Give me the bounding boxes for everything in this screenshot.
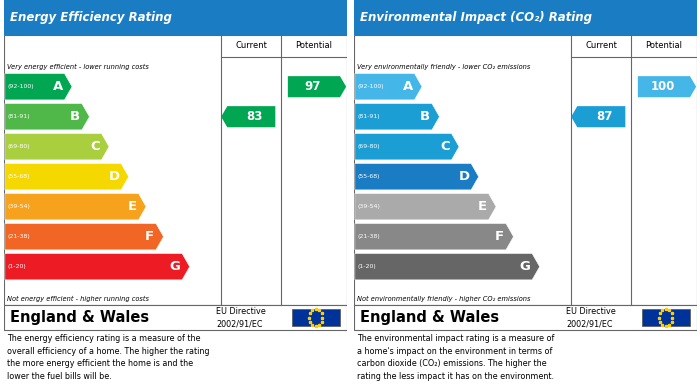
Text: (55-68): (55-68) [358,174,380,179]
Text: (39-54): (39-54) [8,204,31,209]
Text: (92-100): (92-100) [358,84,384,89]
Text: A: A [402,80,413,93]
Text: Environmental Impact (CO₂) Rating: Environmental Impact (CO₂) Rating [360,11,592,24]
Text: E: E [477,200,486,213]
Polygon shape [5,104,90,130]
Polygon shape [5,163,129,190]
Polygon shape [5,224,164,250]
Text: Current: Current [585,41,617,50]
Bar [354,35,696,305]
Text: 97: 97 [304,80,321,93]
Polygon shape [571,106,625,127]
Text: (39-54): (39-54) [358,204,381,209]
Text: EU Directive
2002/91/EC: EU Directive 2002/91/EC [216,307,266,328]
Polygon shape [638,76,696,97]
Polygon shape [355,163,479,190]
Polygon shape [355,104,440,130]
Text: C: C [90,140,100,153]
Bar [4,0,346,35]
Text: (1-20): (1-20) [8,264,27,269]
Text: Not energy efficient - higher running costs: Not energy efficient - higher running co… [7,296,149,302]
Bar [354,0,696,35]
Polygon shape [355,74,422,100]
Text: The environmental impact rating is a measure of
a home's impact on the environme: The environmental impact rating is a mea… [357,334,554,381]
Bar [4,305,346,330]
Polygon shape [5,133,109,160]
Text: G: G [519,260,531,273]
Text: B: B [70,110,80,123]
Text: England & Wales: England & Wales [10,310,150,325]
Text: E: E [127,200,136,213]
Polygon shape [355,253,540,280]
Text: D: D [458,170,470,183]
Text: (21-38): (21-38) [8,234,30,239]
Text: (92-100): (92-100) [8,84,34,89]
Polygon shape [355,133,459,160]
Bar [354,305,696,330]
Text: (1-20): (1-20) [358,264,377,269]
Text: 83: 83 [246,110,263,123]
Text: England & Wales: England & Wales [360,310,500,325]
Text: B: B [420,110,430,123]
Polygon shape [221,106,275,127]
Text: G: G [169,260,181,273]
Text: F: F [495,230,504,243]
Text: (55-68): (55-68) [8,174,30,179]
Text: Not environmentally friendly - higher CO₂ emissions: Not environmentally friendly - higher CO… [357,296,531,302]
Polygon shape [288,76,346,97]
Text: EU Directive
2002/91/EC: EU Directive 2002/91/EC [566,307,616,328]
Text: A: A [52,80,63,93]
Bar [642,309,690,326]
Polygon shape [5,253,190,280]
Bar [4,35,346,305]
Text: (69-80): (69-80) [358,144,380,149]
Text: C: C [440,140,450,153]
Text: D: D [108,170,120,183]
Text: (21-38): (21-38) [358,234,380,239]
Text: Very environmentally friendly - lower CO₂ emissions: Very environmentally friendly - lower CO… [357,64,531,70]
Polygon shape [355,224,514,250]
Text: Potential: Potential [295,41,332,50]
Text: 100: 100 [650,80,675,93]
Text: (69-80): (69-80) [8,144,30,149]
Text: The energy efficiency rating is a measure of the
overall efficiency of a home. T: The energy efficiency rating is a measur… [7,334,209,381]
Text: Energy Efficiency Rating: Energy Efficiency Rating [10,11,172,24]
Polygon shape [5,74,72,100]
Text: F: F [145,230,154,243]
Text: (81-91): (81-91) [8,114,30,119]
Text: (81-91): (81-91) [358,114,380,119]
Polygon shape [355,194,496,220]
Bar [292,309,340,326]
Text: Very energy efficient - lower running costs: Very energy efficient - lower running co… [7,64,149,70]
Text: 87: 87 [596,110,613,123]
Polygon shape [5,194,146,220]
Text: Current: Current [235,41,267,50]
Text: Potential: Potential [645,41,682,50]
